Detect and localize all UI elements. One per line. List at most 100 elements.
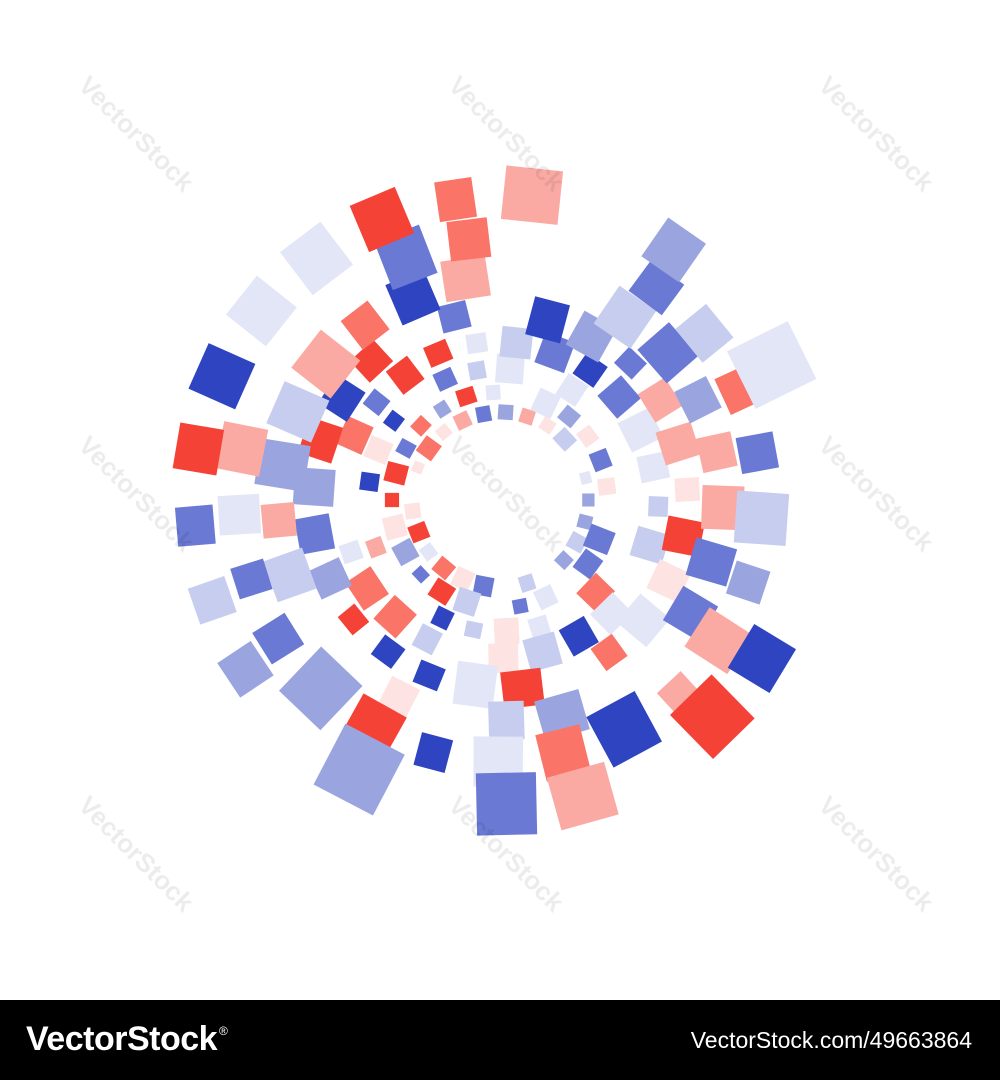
tile	[475, 772, 538, 836]
tile	[411, 460, 426, 475]
tile	[617, 407, 664, 453]
watermark: VectorStock	[813, 790, 941, 918]
tile	[525, 296, 570, 344]
tile	[641, 217, 706, 283]
tile	[726, 321, 817, 409]
tile	[230, 558, 273, 600]
tile	[418, 542, 439, 562]
watermark: VectorStock	[73, 790, 201, 918]
tile	[500, 165, 564, 225]
tile	[279, 646, 363, 731]
tile	[455, 385, 478, 408]
footer-bar: VectorStock ® VectorStock.com/49663864	[0, 1000, 1000, 1080]
tile	[407, 520, 431, 544]
tile	[558, 615, 599, 657]
tile	[214, 421, 269, 477]
tile	[395, 437, 417, 459]
tile	[411, 565, 431, 584]
tile	[432, 366, 459, 392]
tile	[488, 643, 519, 674]
tile	[413, 732, 454, 773]
tile	[446, 217, 492, 262]
tile	[527, 614, 552, 639]
tile	[597, 477, 617, 496]
tile	[535, 724, 591, 782]
tile	[576, 513, 594, 531]
brand-text: VectorStock	[26, 1020, 218, 1058]
watermark: VectorStock	[813, 430, 941, 558]
tile	[534, 331, 576, 374]
tile	[555, 373, 589, 407]
tile	[725, 560, 771, 605]
tile	[338, 539, 364, 565]
tile	[384, 492, 400, 508]
tile	[522, 631, 563, 673]
tile	[578, 470, 593, 486]
tile	[427, 577, 457, 606]
tile	[340, 300, 390, 350]
tile	[345, 566, 389, 611]
tile	[637, 377, 683, 423]
tile	[260, 502, 297, 539]
tile	[465, 332, 489, 355]
tile	[636, 451, 671, 484]
tile	[434, 177, 478, 223]
tile	[452, 586, 482, 617]
tile	[493, 617, 520, 645]
tile	[674, 376, 722, 424]
tile	[225, 275, 297, 347]
watermark: VectorStock	[73, 70, 201, 198]
tile	[576, 572, 616, 612]
tile	[359, 471, 381, 493]
tile	[452, 410, 473, 431]
tile	[463, 620, 484, 640]
tile	[436, 299, 472, 334]
tile	[572, 352, 608, 388]
tile	[532, 584, 559, 611]
tile	[582, 493, 595, 507]
tile	[411, 623, 443, 656]
tile	[656, 671, 701, 716]
tile	[440, 254, 491, 303]
tile	[637, 322, 699, 384]
tile	[217, 493, 262, 536]
tile	[629, 525, 671, 565]
tile	[613, 346, 647, 380]
tile	[538, 416, 557, 435]
tile	[431, 555, 457, 581]
tile	[370, 634, 406, 669]
tile	[557, 404, 582, 429]
tile	[187, 576, 237, 625]
watermark: VectorStock	[443, 430, 571, 558]
tile	[553, 550, 574, 571]
tile	[701, 485, 745, 531]
tile	[472, 574, 495, 598]
tile	[590, 592, 633, 636]
tile	[279, 221, 354, 296]
tile	[410, 414, 432, 437]
watermark: VectorStock	[813, 70, 941, 198]
tile	[252, 612, 305, 665]
tile	[499, 325, 534, 360]
tile	[593, 285, 657, 349]
tile	[590, 633, 628, 672]
tile	[450, 565, 476, 592]
tile	[695, 431, 738, 474]
tile	[582, 523, 616, 556]
tile	[735, 431, 780, 475]
tile	[335, 415, 374, 455]
tile	[588, 447, 613, 473]
tile	[727, 623, 797, 694]
tile	[362, 388, 391, 417]
tile	[337, 603, 370, 636]
tile	[412, 659, 446, 692]
tile	[733, 490, 790, 546]
tile	[511, 597, 529, 615]
tile	[430, 605, 455, 631]
tile	[648, 496, 669, 518]
tile	[565, 530, 589, 554]
tile	[266, 381, 330, 443]
tile	[364, 535, 387, 559]
tile	[254, 438, 311, 492]
